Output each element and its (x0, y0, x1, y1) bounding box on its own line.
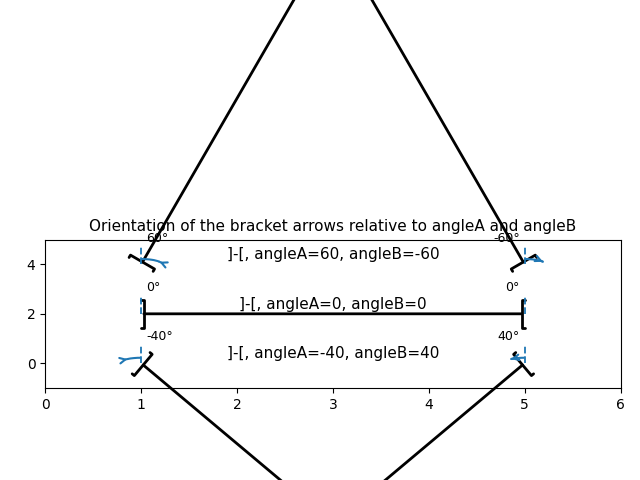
Text: ]-[, angleA=-40, angleB=40: ]-[, angleA=-40, angleB=40 (227, 346, 439, 361)
Text: ]-[, angleA=60, angleB=-60: ]-[, angleA=60, angleB=-60 (227, 248, 439, 263)
Text: -60°: -60° (493, 232, 520, 245)
Text: 0°: 0° (146, 281, 160, 294)
Text: 40°: 40° (498, 330, 520, 343)
Title: Orientation of the bracket arrows relative to angleA and angleB: Orientation of the bracket arrows relati… (89, 219, 577, 234)
Text: ]-[, angleA=0, angleB=0: ]-[, angleA=0, angleB=0 (239, 297, 427, 312)
Text: -40°: -40° (146, 330, 173, 343)
Text: 0°: 0° (506, 281, 520, 294)
Text: 60°: 60° (146, 232, 168, 245)
